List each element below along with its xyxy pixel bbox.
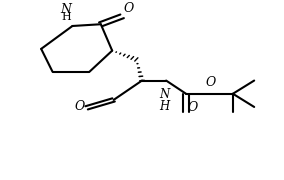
Text: O: O (187, 101, 198, 114)
Text: O: O (124, 3, 134, 15)
Text: O: O (75, 100, 85, 113)
Text: N
H: N H (160, 89, 170, 113)
Text: O: O (206, 76, 216, 89)
Text: H: H (62, 12, 72, 22)
Text: N: N (60, 3, 71, 16)
